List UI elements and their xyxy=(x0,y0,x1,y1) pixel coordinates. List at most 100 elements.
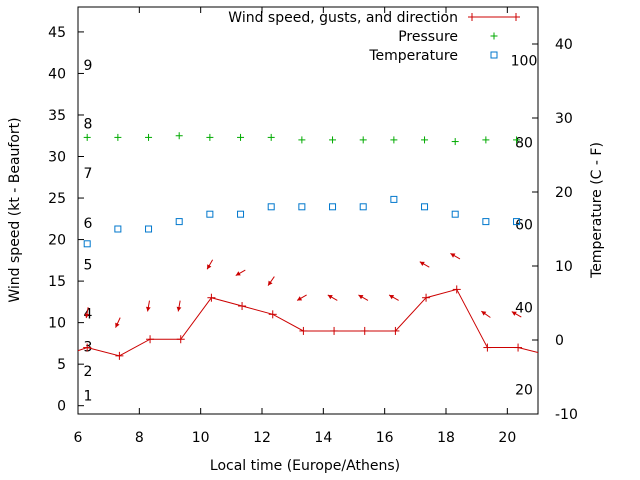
beaufort-label: 9 xyxy=(84,58,93,74)
y2-tick-label: -10 xyxy=(555,407,578,423)
series-layer xyxy=(78,132,538,360)
x-tick-label: 18 xyxy=(437,430,455,446)
legend: Wind speed, gusts, and direction Pressure… xyxy=(228,10,520,64)
fahrenheit-labels: 20 40 60 80 100 xyxy=(511,53,538,398)
pressure-point xyxy=(390,136,398,144)
pressure-point xyxy=(145,133,153,141)
pressure-point xyxy=(359,136,367,144)
temperature-point xyxy=(267,203,275,211)
wind-speed-point xyxy=(146,335,155,344)
wind-speed-point xyxy=(176,335,185,344)
temperature-point xyxy=(421,203,429,211)
wind-speed-point xyxy=(115,351,124,360)
y-tick-label: 30 xyxy=(48,150,66,166)
pressure-point xyxy=(114,133,122,141)
temperature-point xyxy=(237,210,245,218)
x-tick-label: 16 xyxy=(376,430,394,446)
pressure-point xyxy=(421,136,429,144)
x-tick-label: 12 xyxy=(253,430,271,446)
temperature-point xyxy=(175,218,183,226)
beaufort-label: 5 xyxy=(84,257,93,273)
wind-direction-arrow xyxy=(84,307,90,319)
x-tick-labels: 6 8 10 12 14 16 18 20 xyxy=(74,430,517,446)
pressure-point xyxy=(267,133,275,141)
wind-direction-arrow xyxy=(145,300,151,312)
beaufort-label: 1 xyxy=(84,389,93,405)
x-tick-label: 6 xyxy=(74,430,83,446)
y2-tick-label: 30 xyxy=(555,111,573,127)
temperature-point xyxy=(451,210,459,218)
y-tick-label: 45 xyxy=(48,25,66,41)
temperature-point xyxy=(513,218,521,226)
wind-direction-arrow xyxy=(450,253,461,260)
legend-swatch-plus-right xyxy=(512,13,520,21)
wind-direction-arrow xyxy=(358,294,369,301)
pressure-point xyxy=(237,133,245,141)
axis-ticks xyxy=(77,7,538,415)
wind-speed-point xyxy=(330,326,339,335)
wind-direction-arrow xyxy=(267,276,275,286)
y-tick-label: 20 xyxy=(48,233,66,249)
wind-direction-arrow xyxy=(176,300,182,312)
temperature-point xyxy=(482,218,490,226)
wind-speed-point xyxy=(207,293,216,302)
fahrenheit-label: 80 xyxy=(515,135,533,151)
legend-swatch-plus-left xyxy=(468,13,476,21)
legend-swatch-plus xyxy=(490,32,498,40)
legend-swatch-square xyxy=(490,51,498,59)
wind-direction-arrow xyxy=(115,317,121,328)
plot-frame xyxy=(77,6,539,415)
fahrenheit-label: 40 xyxy=(515,300,533,316)
x-tick-label: 10 xyxy=(192,430,210,446)
wind-direction-arrow xyxy=(481,310,491,318)
y-tick-label: 40 xyxy=(48,66,66,82)
y2-tick-label: 20 xyxy=(555,185,573,201)
wind-speed-point xyxy=(391,326,400,335)
x-tick-label: 20 xyxy=(498,430,516,446)
pressure-point xyxy=(482,136,490,144)
pressure-point xyxy=(175,132,183,140)
beaufort-label: 7 xyxy=(84,166,93,182)
y-tick-label: 0 xyxy=(57,399,66,415)
wind-direction-arrow xyxy=(419,261,430,268)
wind-direction-arrow xyxy=(206,259,214,270)
y2-tick-label: 40 xyxy=(555,37,573,53)
temperature-point xyxy=(390,195,398,203)
y2-tick-label: 0 xyxy=(555,333,564,349)
beaufort-label: 6 xyxy=(84,216,93,232)
y-tick-label: 35 xyxy=(48,108,66,124)
pressure-point xyxy=(329,136,337,144)
pressure-point xyxy=(298,136,306,144)
x-tick-label: 14 xyxy=(314,430,332,446)
y-tick-label: 25 xyxy=(48,191,66,207)
fahrenheit-label: 60 xyxy=(515,218,533,234)
y-tick-label: 15 xyxy=(48,274,66,290)
wind-speed-point xyxy=(83,343,92,352)
legend-label: Temperature xyxy=(368,48,458,64)
wind-direction-arrow xyxy=(235,269,246,276)
temperature-point xyxy=(83,240,91,248)
y-tick-labels: 0 5 10 15 20 25 30 35 40 45 xyxy=(48,25,66,415)
pressure-point xyxy=(206,133,214,141)
temperature-point xyxy=(329,203,337,211)
y2-tick-label: 10 xyxy=(555,259,573,275)
fahrenheit-label: 20 xyxy=(515,383,533,399)
wind-speed-point xyxy=(452,285,461,294)
temperature-point xyxy=(359,203,367,211)
y-axis-label: Wind speed (kt - Beaufort) xyxy=(7,117,23,302)
pressure-point xyxy=(513,136,521,144)
wind-speed-point xyxy=(422,293,431,302)
beaufort-label: 8 xyxy=(84,116,93,132)
beaufort-label: 2 xyxy=(84,364,93,380)
y-tick-label: 5 xyxy=(57,357,66,373)
y2-axis-label: Temperature (C - F) xyxy=(589,142,605,279)
wind-direction-arrow xyxy=(511,311,522,318)
fahrenheit-label: 100 xyxy=(511,53,538,69)
legend-label: Pressure xyxy=(398,29,458,45)
wind-speed-point xyxy=(238,302,247,311)
temperature-point xyxy=(206,210,214,218)
wind-speed-point xyxy=(360,326,369,335)
x-tick-label: 8 xyxy=(135,430,144,446)
